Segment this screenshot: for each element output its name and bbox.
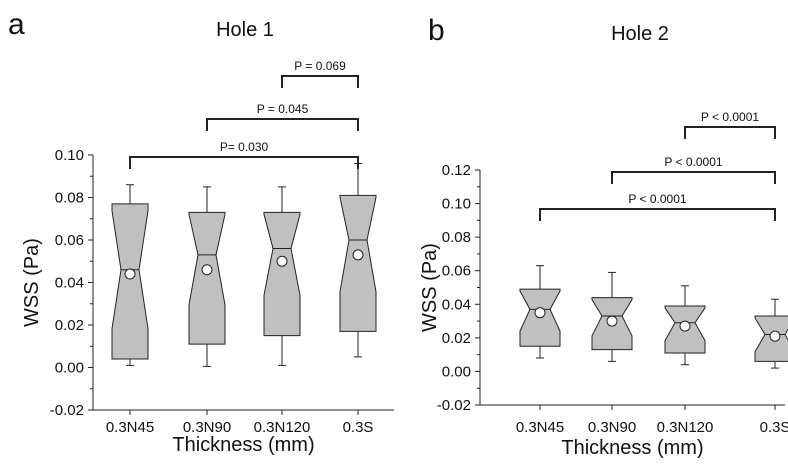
p-value-label: P = 0.045 (257, 102, 309, 116)
y-tick-label: 0.04 (442, 296, 471, 313)
y-tick-label: 0.08 (442, 229, 471, 246)
x-category-label: 0.3S (760, 419, 788, 436)
p-value-label: P = 0.069 (294, 59, 346, 73)
y-tick-label: 0.10 (442, 196, 471, 213)
mean-marker (276, 255, 288, 267)
y-tick-label: 0.04 (55, 275, 84, 292)
mean-marker (679, 320, 691, 332)
x-category-label: 0.3N90 (183, 419, 231, 436)
p-value-label: P= 0.030 (220, 140, 269, 154)
y-tick-label: 0.00 (55, 360, 84, 377)
x-category-label: 0.3N120 (254, 419, 311, 436)
box (263, 211, 301, 337)
y-axis-title: WSS (Pa) (21, 238, 43, 327)
mean-marker (606, 315, 618, 327)
panel-title: Hole 1 (216, 19, 274, 41)
y-tick-label: 0.08 (55, 190, 84, 207)
y-tick-label: 0.06 (55, 232, 84, 249)
y-tick-label: -0.02 (50, 402, 84, 419)
box (339, 194, 377, 332)
x-category-label: 0.3N120 (657, 419, 714, 436)
mean-marker (769, 330, 781, 342)
significance-bracket (611, 171, 776, 184)
significance-bracket (539, 208, 776, 221)
x-axis-title: Thickness (mm) (561, 437, 703, 459)
p-value-label: P < 0.0001 (628, 192, 686, 206)
mean-marker (124, 268, 136, 280)
panel-title: Hole 2 (611, 23, 669, 45)
x-category-label: 0.3N45 (106, 419, 154, 436)
x-axis-title: Thickness (mm) (172, 434, 314, 456)
box (111, 203, 149, 360)
mean-marker (201, 264, 213, 276)
y-tick-label: 0.06 (442, 263, 471, 280)
significance-bracket (684, 126, 776, 139)
y-tick-label: -0.02 (437, 397, 471, 414)
p-value-label: P < 0.0001 (701, 110, 759, 124)
significance-bracket (206, 118, 359, 131)
y-tick-label: 0.12 (442, 162, 471, 179)
panel-letter: a (8, 8, 25, 41)
x-category-label: 0.3N45 (516, 419, 564, 436)
x-category-label: 0.3S (343, 419, 374, 436)
mean-marker (352, 249, 364, 261)
significance-bracket (281, 75, 359, 88)
significance-bracket (129, 156, 359, 169)
y-tick-label: 0.00 (442, 363, 471, 380)
box (188, 211, 226, 345)
y-tick-label: 0.02 (55, 317, 84, 334)
p-value-label: P < 0.0001 (664, 155, 722, 169)
x-category-label: 0.3N90 (588, 419, 636, 436)
y-axis-title: WSS (Pa) (419, 243, 441, 332)
y-tick-label: 0.02 (442, 330, 471, 347)
y-tick-label: 0.10 (55, 147, 84, 164)
panel-letter: b (428, 14, 445, 47)
mean-marker (534, 307, 546, 319)
